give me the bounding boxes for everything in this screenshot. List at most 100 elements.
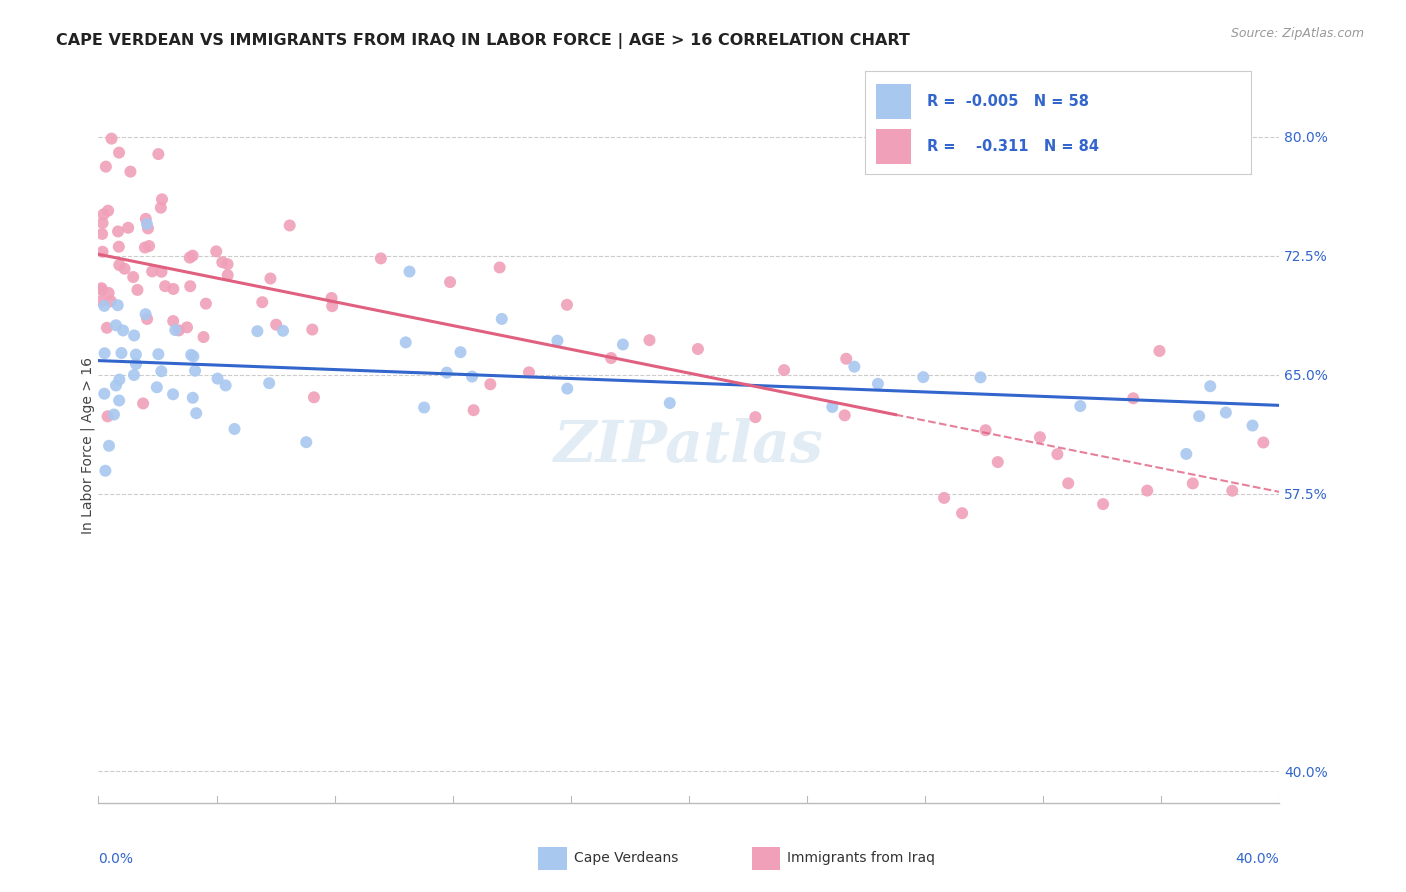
Point [835, 351, 858, 366]
Point [546, 334, 568, 348]
Point [183, 350, 205, 364]
Point [1136, 483, 1159, 498]
Point [1092, 497, 1115, 511]
Point [91, 227, 114, 241]
FancyBboxPatch shape [876, 84, 911, 119]
Point [100, 131, 122, 145]
Point [138, 239, 160, 253]
Point [295, 435, 318, 450]
Point [395, 335, 418, 350]
Point [179, 279, 201, 293]
Text: Cape Verdeans: Cape Verdeans [574, 851, 678, 865]
Point [122, 368, 145, 382]
Point [1215, 405, 1237, 419]
Point [96, 320, 118, 334]
Point [1199, 379, 1222, 393]
Point [1029, 430, 1052, 444]
Point [1057, 476, 1080, 491]
Point [844, 359, 866, 374]
Point [205, 244, 228, 259]
Point [150, 265, 173, 279]
Point [302, 390, 325, 404]
Point [257, 376, 280, 391]
Point [93, 299, 115, 313]
Point [413, 401, 436, 415]
Point [638, 333, 661, 347]
Point [488, 260, 510, 275]
Point [100, 294, 122, 309]
Point [987, 455, 1010, 469]
Point [1122, 392, 1144, 406]
Point [224, 422, 246, 436]
Point [120, 164, 142, 178]
Point [135, 217, 157, 231]
Point [90, 284, 112, 298]
Point [834, 409, 856, 423]
Point [517, 365, 540, 379]
Point [950, 506, 973, 520]
Point [122, 270, 145, 285]
Point [97, 409, 120, 424]
Point [162, 314, 184, 328]
Point [150, 192, 173, 206]
Point [135, 307, 157, 321]
Point [125, 357, 148, 371]
Point [398, 264, 420, 278]
Point [148, 347, 170, 361]
Point [108, 258, 131, 272]
Point [184, 364, 207, 378]
Point [127, 283, 149, 297]
Point [110, 346, 132, 360]
Point [686, 342, 709, 356]
Point [179, 251, 201, 265]
Point [134, 240, 156, 254]
Point [463, 403, 485, 417]
Point [94, 464, 117, 478]
Point [135, 211, 157, 226]
Point [321, 291, 343, 305]
Point [744, 410, 766, 425]
Point [104, 378, 127, 392]
Point [479, 377, 502, 392]
Point [117, 220, 139, 235]
Point [181, 391, 204, 405]
Point [194, 296, 217, 310]
Point [555, 298, 578, 312]
Point [98, 439, 121, 453]
Point [600, 351, 623, 365]
Text: CAPE VERDEAN VS IMMIGRANTS FROM IRAQ IN LABOR FORCE | AGE > 16 CORRELATION CHART: CAPE VERDEAN VS IMMIGRANTS FROM IRAQ IN … [56, 33, 910, 49]
Point [259, 271, 281, 285]
Point [436, 366, 458, 380]
Point [112, 323, 135, 337]
Point [773, 363, 796, 377]
Point [176, 320, 198, 334]
Point [91, 216, 114, 230]
Text: ZIPatlas: ZIPatlas [554, 417, 824, 475]
Point [97, 203, 120, 218]
Point [108, 372, 131, 386]
Point [114, 261, 136, 276]
Point [211, 255, 233, 269]
Point [149, 201, 172, 215]
Point [93, 207, 115, 221]
Point [108, 240, 131, 254]
Point [278, 219, 301, 233]
Y-axis label: In Labor Force | Age > 16: In Labor Force | Age > 16 [80, 358, 94, 534]
Point [104, 318, 127, 333]
Point [450, 345, 472, 359]
Point [1069, 399, 1091, 413]
Point [165, 323, 187, 337]
Point [1253, 435, 1275, 450]
Point [91, 244, 114, 259]
Point [122, 328, 145, 343]
Point [132, 396, 155, 410]
Text: Immigrants from Iraq: Immigrants from Iraq [787, 851, 935, 865]
Point [969, 370, 991, 384]
Point [141, 264, 163, 278]
Point [1220, 483, 1243, 498]
Point [103, 408, 125, 422]
Point [90, 294, 112, 309]
Point [821, 400, 844, 414]
Point [252, 295, 274, 310]
Point [207, 371, 229, 385]
